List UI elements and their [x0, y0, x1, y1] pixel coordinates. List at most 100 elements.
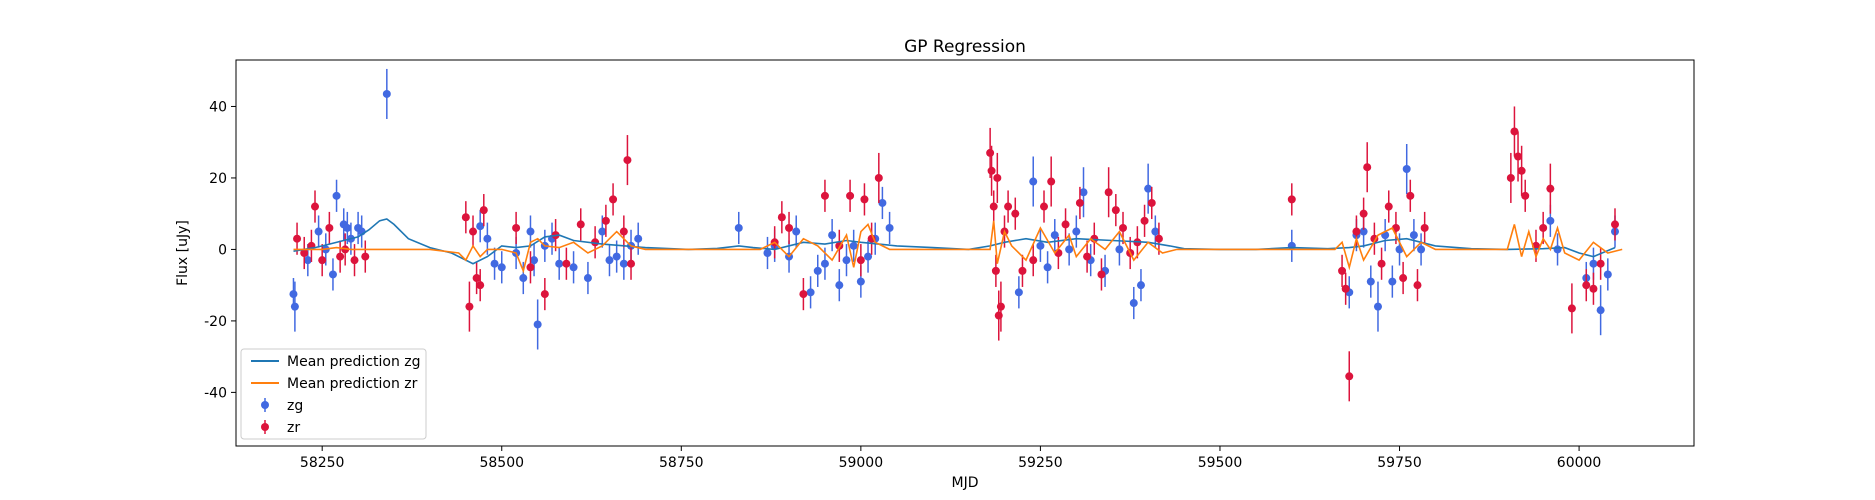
data-point-zr [1610, 220, 1619, 229]
series-line-mean-prediction-zr [293, 220, 1623, 274]
y-tick-label: 0 [218, 242, 227, 258]
data-point-zg [1402, 165, 1411, 174]
legend-label-mean-zg: Mean prediction zg [287, 354, 421, 370]
data-point-zg [290, 302, 299, 311]
data-point-zr [1521, 191, 1530, 200]
data-point-zg [634, 234, 643, 243]
data-point-zr [1399, 274, 1408, 283]
data-point-zg [1366, 277, 1375, 286]
x-tick-label: 58750 [659, 455, 704, 471]
data-point-zg [1553, 245, 1562, 254]
data-point-zr [1111, 206, 1120, 215]
x-tick-label: 59750 [1377, 455, 1422, 471]
data-point-zg [530, 256, 539, 265]
data-point-zr [874, 173, 883, 182]
data-point-zr [1029, 256, 1038, 265]
data-point-zr [619, 227, 628, 236]
data-point-zr [1061, 220, 1070, 229]
x-tick-label: 58500 [479, 455, 524, 471]
data-point-zr [1004, 202, 1013, 211]
series-layer [289, 68, 1623, 402]
data-point-zg [1072, 227, 1081, 236]
x-axis-label: MJD [952, 475, 979, 491]
y-tick-label: 40 [209, 99, 227, 115]
data-point-zg [835, 281, 844, 290]
data-point-zg [842, 256, 851, 265]
x-tick-label: 59500 [1198, 455, 1243, 471]
data-point-zg [864, 252, 873, 261]
data-point-zr [476, 281, 485, 290]
data-point-zg [605, 256, 614, 265]
data-point-zg [1546, 216, 1555, 225]
data-point-zg [820, 259, 829, 268]
x-tick-label: 58250 [300, 455, 345, 471]
data-point-zg [1043, 263, 1052, 272]
legend-swatch-zg [261, 401, 269, 409]
data-point-zg [533, 320, 542, 329]
data-point-zg [792, 227, 801, 236]
data-point-zg [483, 234, 492, 243]
data-point-zr [1517, 166, 1526, 175]
legend-box [240, 348, 427, 440]
data-point-zg [1417, 245, 1426, 254]
data-point-zr [609, 195, 618, 204]
data-point-zr [350, 256, 359, 265]
data-point-zr [512, 223, 521, 232]
data-point-zr [1420, 223, 1429, 232]
data-point-zg [1129, 299, 1138, 308]
y-tick-label: -40 [204, 385, 227, 401]
data-point-zr [1406, 191, 1415, 200]
data-point-zr [1506, 173, 1515, 182]
series-points-zr [293, 106, 1619, 402]
data-point-zr [1018, 266, 1027, 275]
data-point-zr [576, 220, 585, 229]
data-point-zr [1338, 266, 1347, 275]
data-point-zg [1151, 227, 1160, 236]
data-point-zr [1582, 281, 1591, 290]
chart-title: GP Regression [904, 37, 1026, 57]
data-point-zr [591, 238, 600, 247]
plot-area-background [236, 60, 1694, 446]
data-point-zr [1287, 195, 1296, 204]
data-point-zg [1136, 281, 1145, 290]
data-point-zr [465, 302, 474, 311]
data-point-zr [1341, 284, 1350, 293]
data-point-zg [497, 263, 506, 272]
data-point-zr [1345, 372, 1354, 381]
data-point-zr [996, 302, 1005, 311]
data-point-zr [311, 202, 320, 211]
data-point-zg [1115, 245, 1124, 254]
plot-area-frame [235, 59, 1695, 447]
data-point-zg [1373, 302, 1382, 311]
data-point-zr [1567, 304, 1576, 313]
y-tick-label: -20 [204, 314, 227, 330]
data-point-zg [1359, 227, 1368, 236]
data-point-zr [1047, 177, 1056, 186]
data-point-zr [461, 213, 470, 222]
x-tick-label: 59250 [1018, 455, 1063, 471]
series-line-mean-prediction-zg [293, 218, 1616, 265]
data-point-zg [314, 227, 323, 236]
data-point-zg [476, 222, 485, 231]
legend-swatch-zr [261, 423, 269, 431]
data-point-zr [1119, 223, 1128, 232]
data-point-zg [1388, 277, 1397, 286]
data-point-zg [1603, 270, 1612, 279]
data-point-zr [361, 252, 370, 261]
data-point-zr [300, 249, 309, 257]
data-point-zg [328, 270, 337, 279]
data-point-zr [1596, 259, 1605, 268]
data-point-zg [569, 263, 578, 272]
data-point-zg [382, 89, 391, 98]
data-point-zr [820, 191, 829, 200]
data-point-zr [1147, 198, 1156, 207]
data-point-zg [1050, 231, 1059, 240]
data-point-zr [562, 259, 571, 268]
data-point-zr [986, 148, 995, 157]
data-point-zg [1014, 288, 1023, 297]
data-point-zr [1589, 284, 1598, 293]
data-point-zr [336, 252, 345, 261]
data-point-zr [1377, 259, 1386, 268]
data-point-zg [612, 252, 621, 261]
data-point-zg [583, 274, 592, 283]
